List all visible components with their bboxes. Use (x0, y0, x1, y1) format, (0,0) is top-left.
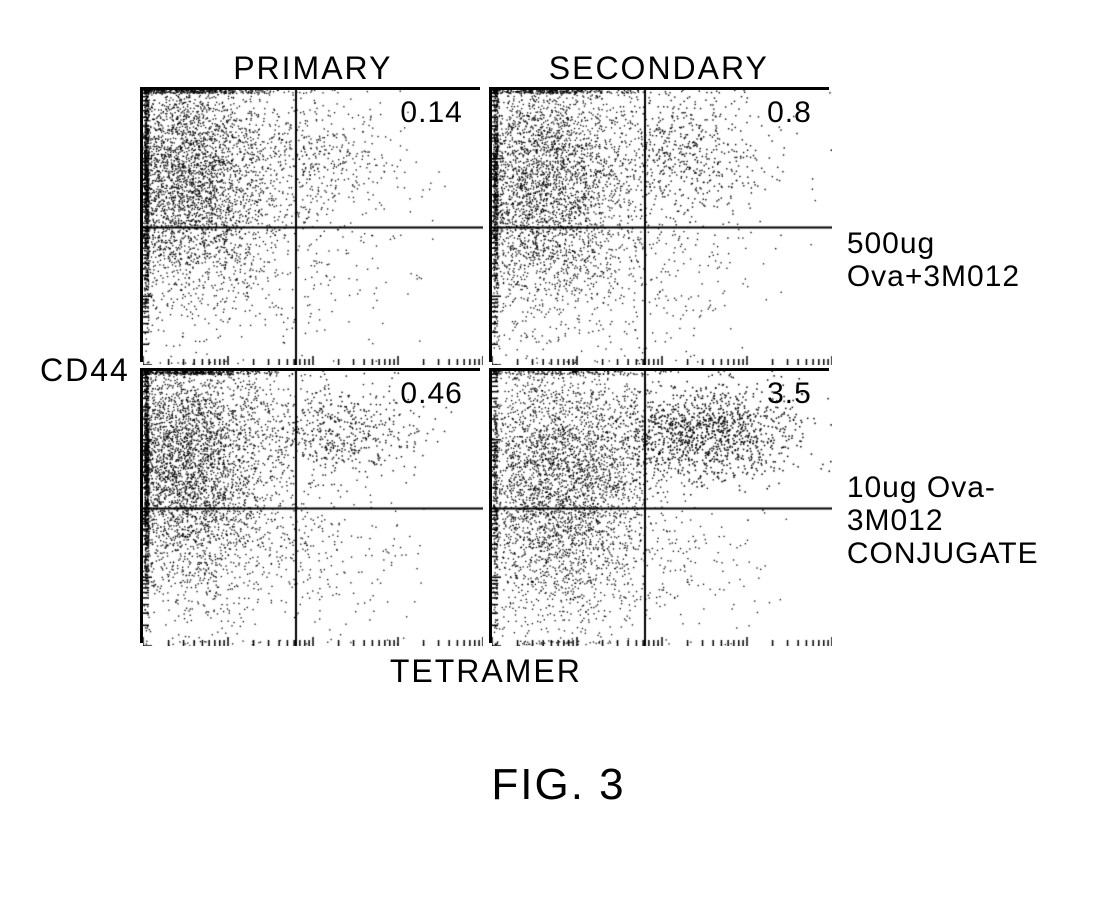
quadrant-percent: 0.14 (400, 96, 462, 130)
row-label-1-line2: CONJUGATE (847, 537, 1077, 570)
row-label-0-text: 500ug Ova+3M012 (847, 227, 1077, 293)
facs-panel-1-1: 3.5 (489, 368, 829, 643)
quadrant-percent: 3.5 (767, 377, 812, 411)
figure-caption: FIG. 3 (491, 760, 625, 810)
figure-3: CD44 PRIMARY SECONDARY 0.14 0.8 0.46 3.5 TE… (40, 40, 1077, 810)
figure-body: CD44 PRIMARY SECONDARY 0.14 0.8 0.46 3.5 TE… (40, 50, 1077, 690)
panel-grid: 0.14 0.8 0.46 3.5 (140, 87, 832, 643)
y-axis-label: CD44 (40, 352, 130, 389)
facs-panel-0-1: 0.8 (489, 87, 829, 362)
row-labels: 500ug Ova+3M012 10ug Ova-3M012 CONJUGATE (847, 90, 1077, 650)
facs-panel-1-0: 0.46 (140, 368, 480, 643)
col-header-primary: PRIMARY (140, 50, 486, 87)
row-label-1-line1: 10ug Ova-3M012 (847, 471, 1077, 537)
quadrant-percent: 0.46 (400, 377, 462, 411)
scatter-canvas (492, 90, 832, 365)
x-axis-label: TETRAMER (140, 653, 832, 690)
scatter-canvas (143, 90, 483, 365)
facs-panel-0-0: 0.14 (140, 87, 480, 362)
scatter-canvas (143, 371, 483, 646)
plot-area: PRIMARY SECONDARY 0.14 0.8 0.46 3.5 TETRAME… (140, 50, 832, 690)
col-header-secondary: SECONDARY (486, 50, 832, 87)
column-headers: PRIMARY SECONDARY (140, 50, 832, 87)
y-axis: CD44 (40, 90, 130, 650)
row-label-0: 500ug Ova+3M012 (847, 130, 1077, 390)
scatter-canvas (492, 371, 832, 646)
row-label-1: 10ug Ova-3M012 CONJUGATE (847, 390, 1077, 650)
quadrant-percent: 0.8 (767, 96, 812, 130)
